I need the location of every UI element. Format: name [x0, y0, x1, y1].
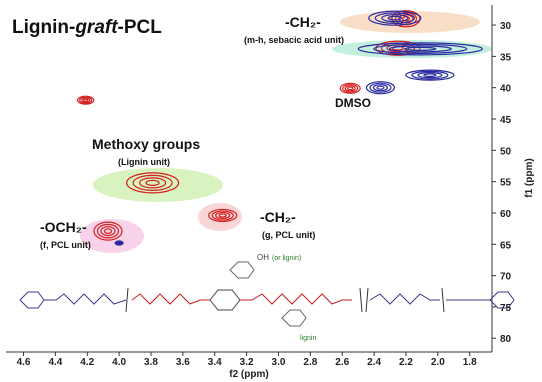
contour-line	[77, 95, 95, 105]
x-tick-label: 3.8	[144, 357, 158, 368]
x-tick-label: 1.8	[463, 357, 477, 368]
contour-line	[405, 69, 455, 81]
contour-line	[81, 97, 91, 103]
contour-line	[138, 177, 167, 189]
contour-line	[145, 179, 160, 186]
y-tick-label: 35	[500, 52, 512, 63]
y-axis-label: f1 (ppm)	[524, 158, 535, 197]
x-tick-label: 2.4	[367, 357, 381, 368]
contour-line	[375, 40, 421, 56]
annotation: -CH₂-	[260, 209, 296, 225]
structure-label: lignin	[300, 335, 316, 342]
peak	[365, 81, 396, 95]
contour-line	[374, 12, 415, 25]
peak	[339, 82, 361, 94]
x-tick-label: 3.4	[208, 357, 222, 368]
title-part: graft	[74, 17, 118, 38]
structure-label: (or lignin)	[272, 255, 301, 262]
y-tick-label: 40	[500, 84, 512, 95]
annotation: DMSO	[335, 96, 371, 110]
x-tick-label: 4.2	[80, 357, 94, 368]
y-tick-label: 30	[500, 21, 512, 32]
peak	[208, 208, 238, 223]
annotation: (m-h, sebacic acid unit)	[244, 35, 344, 45]
contour-line	[339, 82, 361, 94]
contour-line	[96, 223, 120, 239]
y-tick-label: 55	[500, 178, 512, 189]
contour-line	[423, 73, 437, 78]
contour-line	[114, 240, 124, 246]
contour-line	[381, 14, 409, 23]
x-tick-label: 2.2	[399, 357, 413, 368]
contour-line	[417, 72, 443, 79]
contour-line	[125, 172, 180, 194]
contour-line	[369, 82, 392, 93]
contour-line	[342, 83, 359, 93]
contour-line	[208, 208, 238, 223]
title-part: Lignin-	[12, 17, 75, 38]
contour-line	[404, 46, 437, 51]
contour-line	[79, 96, 93, 104]
x-tick-label: 3.6	[176, 357, 190, 368]
contour-line	[215, 211, 231, 220]
annotation: -CH₂-	[285, 14, 321, 30]
y-tick-label: 70	[500, 272, 512, 283]
y-tick-label: 50	[500, 146, 512, 157]
peak	[405, 69, 455, 81]
annotation: (f, PCL unit)	[40, 240, 91, 250]
contour-line	[373, 43, 468, 54]
structure	[19, 261, 515, 327]
peak	[125, 172, 180, 194]
title-part: -PCL	[118, 17, 163, 38]
peak	[77, 95, 95, 105]
chart-title: Lignin-graft-PCL	[12, 17, 162, 38]
plot	[77, 10, 483, 246]
x-tick-label: 2.8	[303, 357, 317, 368]
contour-line	[388, 45, 452, 53]
x-tick-label: 2.0	[431, 357, 445, 368]
y-tick-label: 65	[500, 240, 512, 251]
contour-line	[100, 226, 116, 237]
contour-line	[387, 15, 402, 21]
contour-line	[344, 85, 356, 92]
contour-line	[391, 10, 421, 28]
x-tick-label: 3.2	[240, 357, 254, 368]
peak	[93, 221, 123, 241]
y-tick-label: 80	[500, 334, 512, 345]
x-tick-label: 4.4	[48, 357, 62, 368]
x-tick-label: 3.0	[272, 357, 286, 368]
x-tick-label: 4.0	[112, 357, 126, 368]
y-tick-label: 75	[500, 303, 512, 314]
contour-line	[211, 210, 234, 221]
contour-line	[368, 10, 422, 26]
contour-line	[132, 174, 173, 191]
annotation: Methoxy groups	[92, 136, 200, 152]
contour-line	[357, 42, 483, 56]
contour-line	[365, 81, 396, 95]
contour-line	[347, 86, 354, 91]
annotation: (Lignin unit)	[118, 157, 170, 167]
contour-line	[93, 221, 123, 241]
peak	[368, 10, 422, 26]
y-tick-label: 60	[500, 209, 512, 220]
contour-line	[376, 85, 385, 90]
contour-line	[372, 84, 389, 92]
contour-line	[411, 70, 449, 80]
contour-line	[117, 241, 121, 245]
annotation: -OCH₂-	[40, 219, 87, 235]
x-tick-label: 2.6	[335, 357, 349, 368]
x-tick-label: 4.6	[17, 357, 31, 368]
peak	[114, 240, 124, 246]
highlight	[80, 219, 144, 253]
contour-line	[218, 213, 227, 218]
contour-line	[83, 98, 89, 102]
annotation: (g, PCL unit)	[262, 230, 315, 240]
y-tick-label: 45	[500, 115, 512, 126]
contour-line	[103, 228, 113, 234]
peak	[357, 42, 483, 56]
x-axis-label: f2 (ppm)	[229, 369, 268, 380]
structure-label: OH	[257, 253, 269, 262]
